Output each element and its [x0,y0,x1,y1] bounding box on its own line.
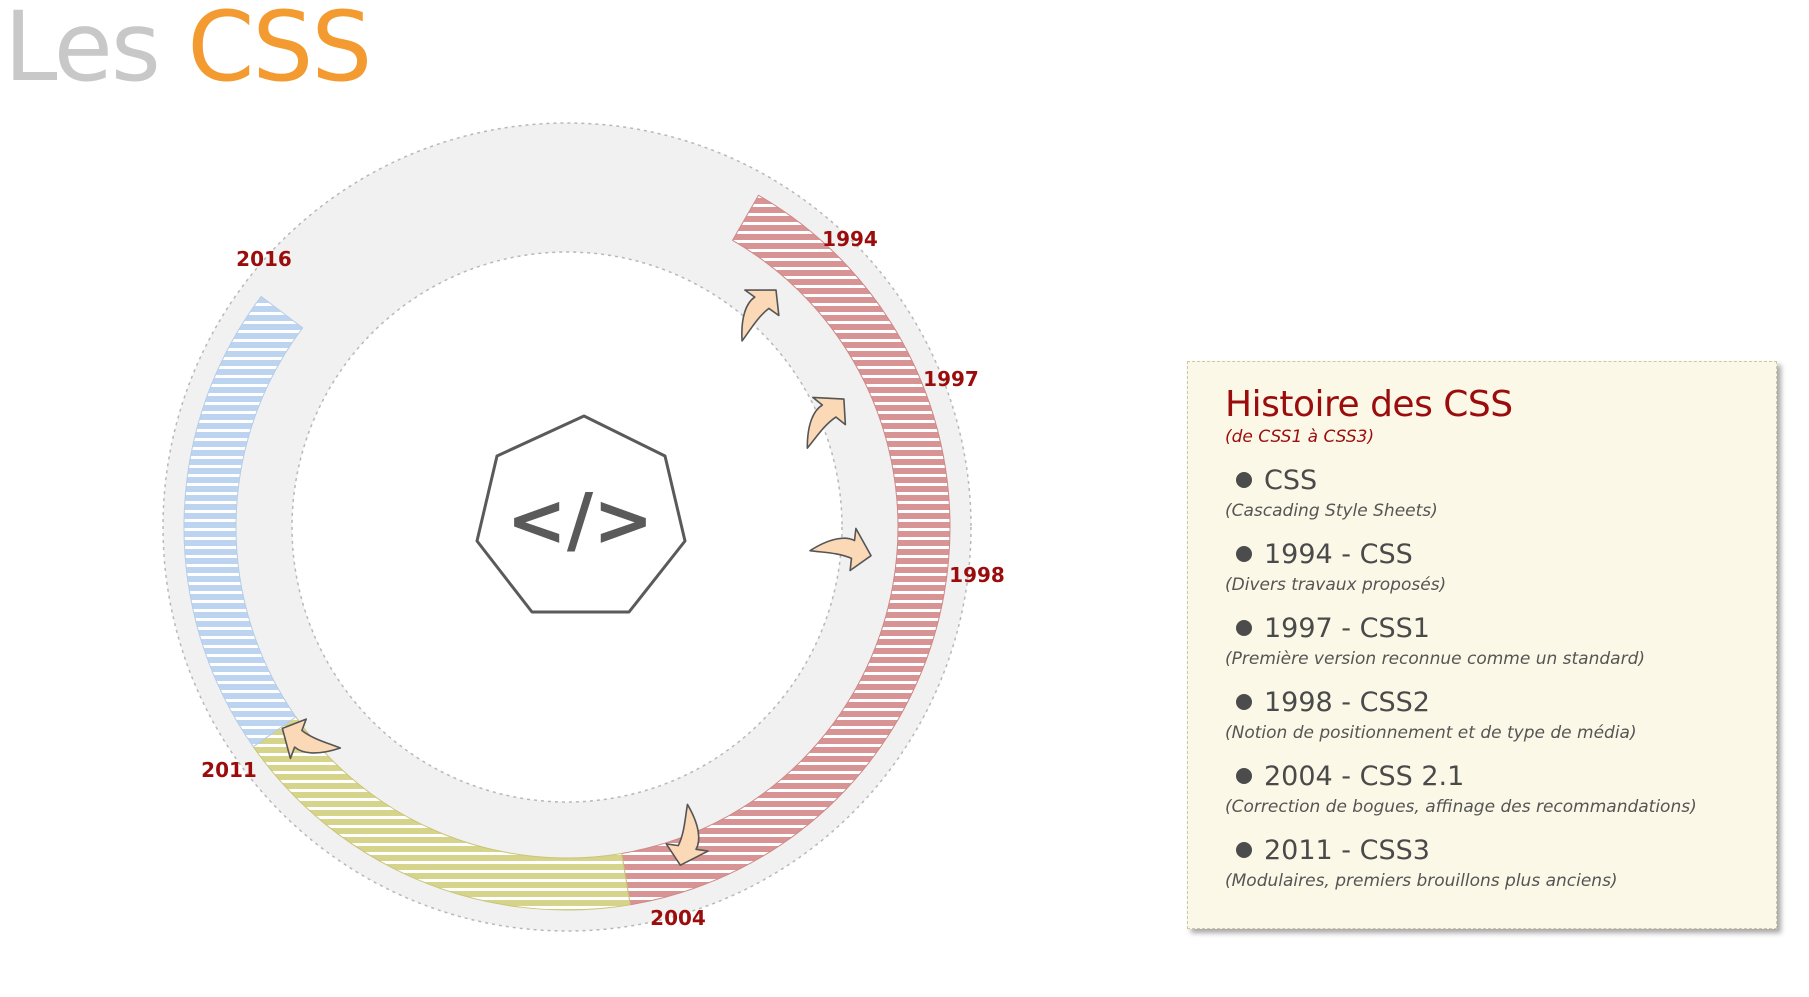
heptagon-shape [475,414,687,614]
timeline-arrow-icon [806,396,847,449]
history-item-desc: (Notion de positionnement et de type de … [1225,723,1637,743]
bullet-icon [1236,694,1252,710]
history-item-title: 1998 - CSS2 [1264,686,1430,718]
history-item-row: 2011 - CSS3 [1225,830,1752,870]
history-item-desc: (Correction de bogues, affinage des reco… [1225,797,1697,817]
history-item-row: CSS [1225,460,1752,500]
history-item-desc: (Cascading Style Sheets) [1225,501,1438,521]
history-item-row: 1997 - CSS1 [1225,608,1752,648]
history-item-desc: (Première version reconnue comme un stan… [1225,649,1645,669]
code-symbol: </> [507,478,654,562]
history-item-desc: (Divers travaux proposés) [1225,575,1447,595]
panel-subtitle: (de CSS1 à CSS3) [1225,427,1375,447]
history-item: 2011 - CSS3 (Modulaires, premiers brouil… [1225,830,1752,904]
panel-title: Histoire des CSS [1225,384,1513,425]
page-title: Les CSS [4,0,372,103]
history-item-row: 2004 - CSS 2.1 [1225,756,1752,796]
history-item-desc: (Modulaires, premiers brouillons plus an… [1225,871,1618,891]
year-label-1998: 1998 [949,563,1005,587]
bullet-icon [1236,620,1252,636]
bullet-icon [1236,546,1252,562]
css-timeline-diagram: </> 1994 1997 1998 2004 2011 2016 [162,122,1005,932]
title-part-css: CSS [187,0,372,103]
year-label-1997: 1997 [923,367,979,391]
title-part-les: Les [4,0,161,103]
history-item-row: 1998 - CSS2 [1225,682,1752,722]
timeline-segment-1994-2004 [621,194,951,906]
history-item: CSS (Cascading Style Sheets) [1225,460,1752,534]
history-item-title: 2004 - CSS 2.1 [1264,760,1465,792]
timeline-arrow-icon [665,803,709,867]
timeline-arrow-icon [809,527,872,572]
history-item: 2004 - CSS 2.1 (Correction de bogues, af… [1225,756,1752,830]
timeline-arrow-icon [281,718,342,760]
history-item-title: CSS [1264,464,1318,496]
history-panel: Histoire des CSS (de CSS1 à CSS3) CSS (C… [1187,361,1777,929]
history-item-row: 1994 - CSS [1225,534,1752,574]
bullet-icon [1236,842,1252,858]
history-item: 1994 - CSS (Divers travaux proposés) [1225,534,1752,608]
timeline-arrow-icon [741,289,780,342]
year-label-1994: 1994 [822,227,878,251]
history-item-title: 1997 - CSS1 [1264,612,1430,644]
bullet-icon [1236,768,1252,784]
year-label-2004: 2004 [650,906,706,930]
year-label-2011: 2011 [201,758,257,782]
history-item-title: 2011 - CSS3 [1264,834,1430,866]
history-item-title: 1994 - CSS [1264,538,1413,570]
code-icon: </> [475,414,687,614]
timeline-segment-2011-2016 [183,295,304,748]
history-item: 1997 - CSS1 (Première version reconnue c… [1225,608,1752,682]
history-item: 1998 - CSS2 (Notion de positionnement et… [1225,682,1752,756]
year-label-2016: 2016 [236,247,292,271]
bullet-icon [1236,472,1252,488]
